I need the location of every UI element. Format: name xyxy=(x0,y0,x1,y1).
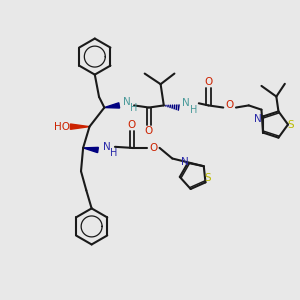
Text: N: N xyxy=(123,97,130,107)
Text: N: N xyxy=(181,157,189,167)
Polygon shape xyxy=(70,124,89,129)
Text: O: O xyxy=(226,100,234,110)
Text: O: O xyxy=(204,77,212,87)
Polygon shape xyxy=(104,103,120,108)
Text: O: O xyxy=(149,143,157,153)
Text: H: H xyxy=(110,148,118,158)
Text: S: S xyxy=(288,119,295,130)
Text: H: H xyxy=(130,103,138,112)
Text: O: O xyxy=(128,119,136,130)
Text: S: S xyxy=(204,173,211,183)
Polygon shape xyxy=(83,147,98,153)
Text: H: H xyxy=(190,105,197,115)
Text: HO: HO xyxy=(54,122,70,132)
Text: N: N xyxy=(182,98,190,108)
Text: O: O xyxy=(145,126,153,136)
Text: N: N xyxy=(103,142,110,152)
Text: N: N xyxy=(254,113,262,124)
